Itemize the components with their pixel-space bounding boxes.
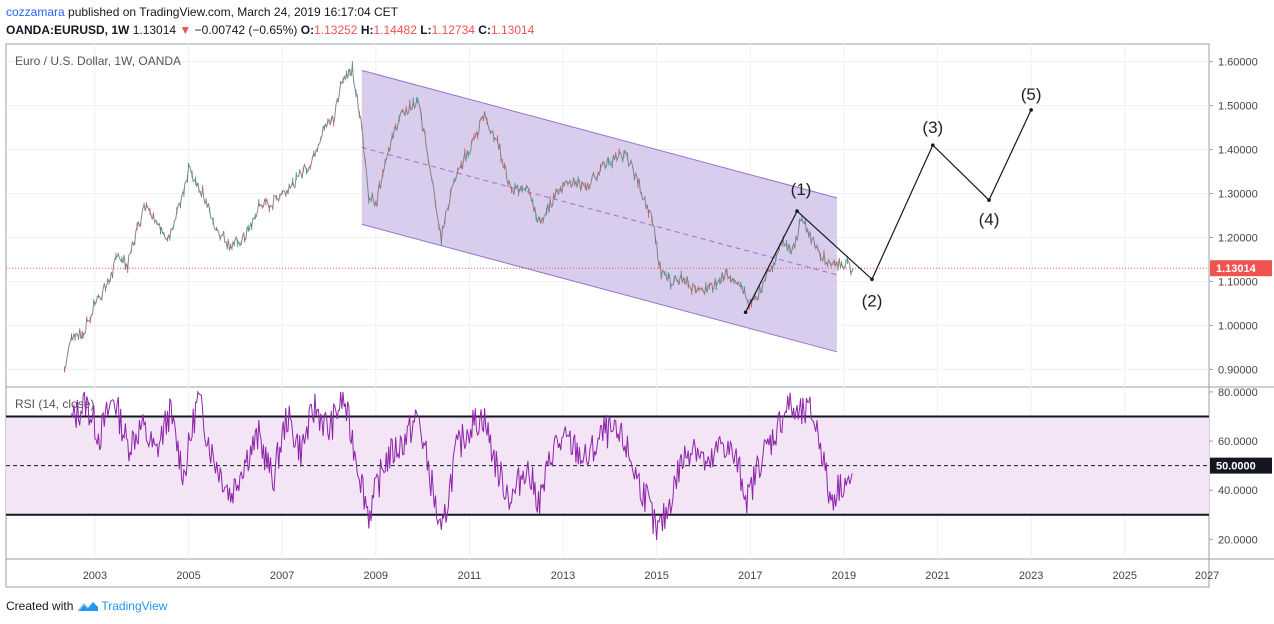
chart-canvas[interactable]: 2003 2005 2007 2009 2011 2013 2015 2017 2019 2021… [0,0,1274,595]
wave-point [743,310,748,315]
close-value: 1.13014 [490,23,535,37]
wave-label: (5) [1021,85,1042,104]
channel-upper-line [361,69,837,199]
x-tick-label: 2017 [738,570,762,582]
x-tick-label: 2011 [458,570,482,582]
rsi-value-label: 50.0000 [1216,461,1256,473]
x-tick-label: 2005 [176,570,200,582]
y-tick-label: 1.60000 [1218,57,1258,69]
low-label: L: [420,23,432,37]
x-tick-label: 2025 [1113,570,1137,582]
x-tick-label: 2007 [270,570,294,582]
wave-point [987,198,991,202]
symbol-label: OANDA:EURUSD, 1W [6,23,130,37]
x-tick-label: 2027 [1195,570,1219,582]
author-link[interactable]: cozzamara [6,5,65,19]
y-tick-label: 1.30000 [1218,189,1258,201]
current-price-badge [1210,260,1272,277]
y-tick-label: 1.00000 [1218,320,1258,332]
down-arrow-icon: ▼ [179,23,192,37]
footer: Created with TradingView [6,599,167,613]
x-tick-label: 2015 [644,570,668,582]
y-tick-label: 1.20000 [1218,232,1258,244]
low-value: 1.12734 [431,23,475,37]
wave-label: (2) [862,291,883,310]
publish-info: cozzamara published on TradingView.com, … [6,5,398,19]
ohlc-legend: OANDA:EURUSD, 1W 1.13014 ▼ −0.00742 (−0.… [6,23,534,37]
tradingview-logo-icon [77,602,99,612]
rsi-y-tick-label: 60.0000 [1218,436,1258,448]
x-tick-label: 2023 [1019,570,1043,582]
x-tick-label: 2021 [925,570,949,582]
price-line [64,64,854,370]
x-tick-label: 2009 [364,570,388,582]
channel-midline [361,146,837,276]
x-tick-label: 2003 [83,570,107,582]
wave-point [931,143,935,147]
x-tick-label: 2019 [832,570,856,582]
price-series [64,61,854,373]
rsi-line [71,390,853,541]
tradingview-link[interactable]: TradingView [101,599,168,613]
change-value: −0.00742 (−0.65%) [194,23,298,37]
x-tick-label: 2013 [551,570,575,582]
rsi-y-tick-label: 40.0000 [1218,485,1258,497]
y-tick-label: 1.50000 [1218,101,1258,113]
rsi-y-tick-label: 80.0000 [1218,387,1258,399]
wave-label: (3) [922,118,943,137]
wave-point [1029,108,1033,112]
created-with-text: Created with [6,599,74,613]
wave-label: (1) [791,180,812,199]
last-price: 1.13014 [132,23,177,37]
high-value: 1.14482 [373,23,417,37]
chart-title: Euro / U.S. Dollar, 1W, OANDA [15,54,181,68]
y-tick-label: 1.40000 [1218,145,1258,157]
wave-point [795,209,799,213]
wave-projection-line [745,109,1032,313]
wave-point [870,277,874,282]
high-label: H: [360,23,374,37]
rsi-y-tick-label: 20.0000 [1218,534,1258,546]
current-price-label: 1.13014 [1216,263,1257,275]
published-text: published on TradingView.com, March 24, … [68,5,399,19]
rsi-value-badge [1210,457,1272,474]
open-value: 1.13252 [314,23,358,37]
open-label: O: [300,23,315,37]
wave-label: (4) [979,210,1000,229]
close-label: C: [478,23,491,37]
y-tick-label: 0.90000 [1218,364,1258,376]
y-tick-label: 1.10000 [1218,276,1258,288]
